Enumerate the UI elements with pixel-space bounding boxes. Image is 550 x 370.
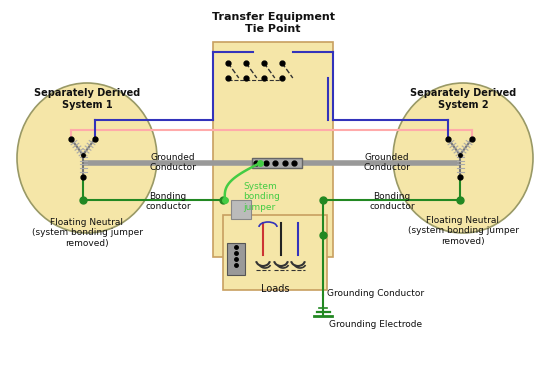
Text: Grounding Electrode: Grounding Electrode <box>329 320 422 329</box>
Text: Bonding
conductor: Bonding conductor <box>369 192 415 211</box>
Text: System
bonding
jumper: System bonding jumper <box>243 182 280 212</box>
Text: Bonding
conductor: Bonding conductor <box>145 192 191 211</box>
Bar <box>223 215 327 290</box>
Text: Transfer Equipment
Tie Point: Transfer Equipment Tie Point <box>212 12 334 34</box>
Text: Separately Derived
System 2: Separately Derived System 2 <box>410 88 516 110</box>
Text: Separately Derived
System 1: Separately Derived System 1 <box>34 88 140 110</box>
Text: Floating Neutral
(system bonding jumper
removed): Floating Neutral (system bonding jumper … <box>408 216 519 246</box>
Text: Grounding Conductor: Grounding Conductor <box>327 289 424 297</box>
Bar <box>252 158 302 168</box>
Bar <box>213 42 333 257</box>
Ellipse shape <box>17 83 157 233</box>
Text: Grounded
Conductor: Grounded Conductor <box>150 153 196 172</box>
Text: Loads: Loads <box>261 284 289 294</box>
Ellipse shape <box>393 83 533 233</box>
Text: Floating Neutral
(system bonding jumper
removed): Floating Neutral (system bonding jumper … <box>31 218 142 248</box>
Text: Grounded
Conductor: Grounded Conductor <box>364 153 410 172</box>
Bar <box>227 243 245 275</box>
Bar <box>231 200 251 219</box>
